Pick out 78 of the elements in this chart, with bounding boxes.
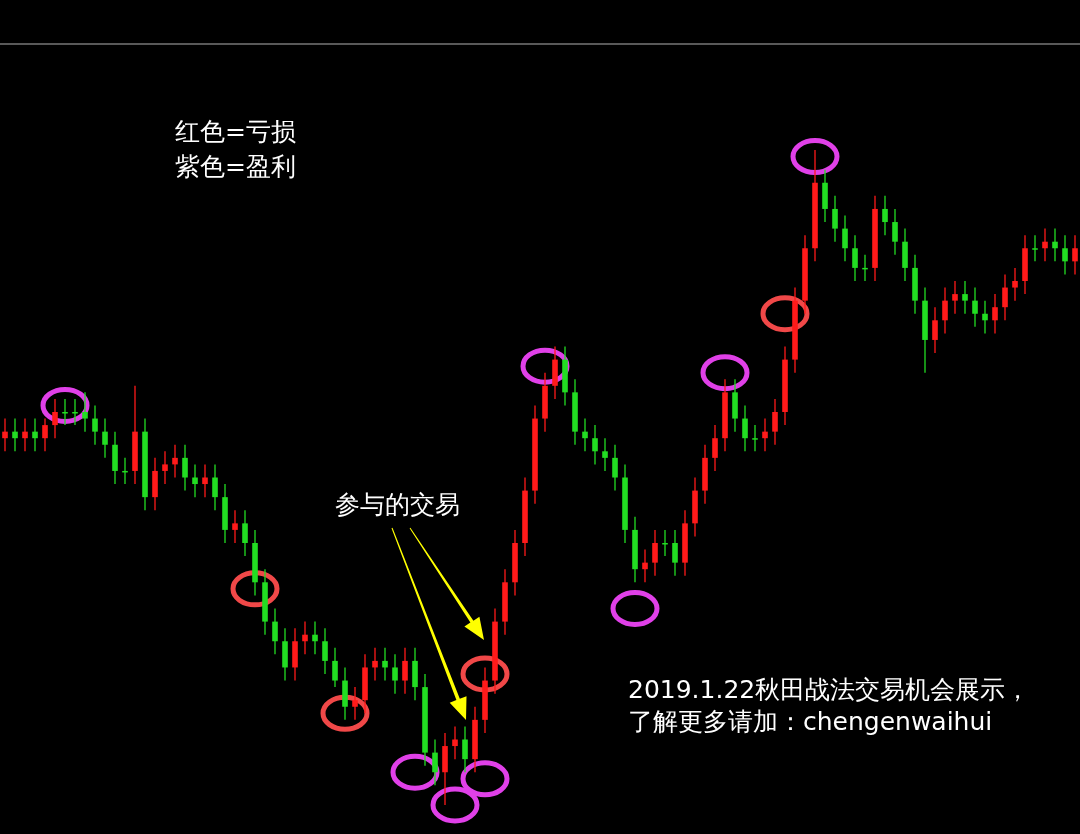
candlestick [92, 404, 98, 446]
candlestick [992, 293, 998, 335]
candlestick [102, 417, 108, 459]
candlestick [882, 195, 888, 236]
annotation: 2019.1.22秋田战法交易机会展示， [628, 675, 1031, 704]
candlestick [712, 424, 718, 472]
candlestick [652, 529, 658, 577]
candlestick [242, 509, 248, 557]
candlestick [372, 647, 378, 682]
candlestick [272, 607, 278, 655]
candlestick [752, 424, 758, 452]
candlestick [612, 444, 618, 492]
candlestick [302, 620, 308, 655]
candlestick [22, 417, 28, 452]
candlestick [402, 647, 408, 695]
candlestick [932, 306, 938, 354]
candlestick [162, 450, 168, 485]
candlestick [672, 529, 678, 577]
candlestick [952, 280, 958, 315]
candlestick [892, 208, 898, 256]
candlestick [232, 509, 238, 544]
candlestick [182, 444, 188, 492]
annotation: 了解更多请加：chengenwaihui [628, 707, 993, 736]
candlestick [602, 437, 608, 472]
candlestick [772, 398, 778, 446]
candlestick [382, 647, 388, 682]
candlestick [462, 725, 468, 773]
candlestick [72, 398, 78, 426]
candlestick [962, 280, 968, 315]
candlestick [42, 417, 48, 452]
point [320, 694, 370, 732]
candlestick [832, 195, 838, 243]
text: 红色=亏损 [175, 117, 296, 146]
candlestick [82, 391, 88, 433]
candlestick [972, 286, 978, 328]
candlestick [1062, 234, 1068, 276]
candlestick [352, 686, 358, 721]
candlestick [432, 738, 438, 786]
point [460, 760, 510, 798]
candlestick [452, 725, 458, 760]
candlestick [52, 398, 58, 439]
candlestick [12, 417, 18, 452]
point [390, 753, 440, 791]
candlestick [212, 463, 218, 511]
point [700, 354, 750, 392]
candlestick [192, 463, 198, 498]
candlestick [172, 444, 178, 479]
candlestick [392, 653, 398, 695]
candlestick [762, 417, 768, 452]
candlestick [322, 627, 328, 675]
candlestick [582, 417, 588, 452]
candlestick [592, 424, 598, 466]
candlestick [1002, 273, 1008, 321]
candlestick [32, 417, 38, 452]
candlestick [1032, 234, 1038, 262]
point [40, 386, 90, 424]
candlestick [202, 463, 208, 498]
candlestick [1012, 267, 1018, 302]
annotation: 紫色=盈利 [175, 152, 296, 181]
candlestick [1052, 227, 1058, 262]
point [610, 590, 660, 627]
candlestick [332, 647, 338, 688]
point [790, 138, 840, 176]
candlestick [662, 529, 668, 557]
annotation: 参与的交易 [335, 490, 460, 519]
candlestick [852, 234, 858, 282]
point [760, 295, 810, 333]
candlestick [2, 417, 8, 452]
point [430, 786, 480, 824]
candlestick [1042, 227, 1048, 262]
candlestick [642, 548, 648, 583]
candlestick [1072, 234, 1078, 276]
candlestick [842, 214, 848, 262]
candlestick [312, 620, 318, 655]
candlestick [942, 286, 948, 335]
candlestick [742, 404, 748, 452]
candlestick [982, 300, 988, 335]
candlestick [62, 398, 68, 426]
